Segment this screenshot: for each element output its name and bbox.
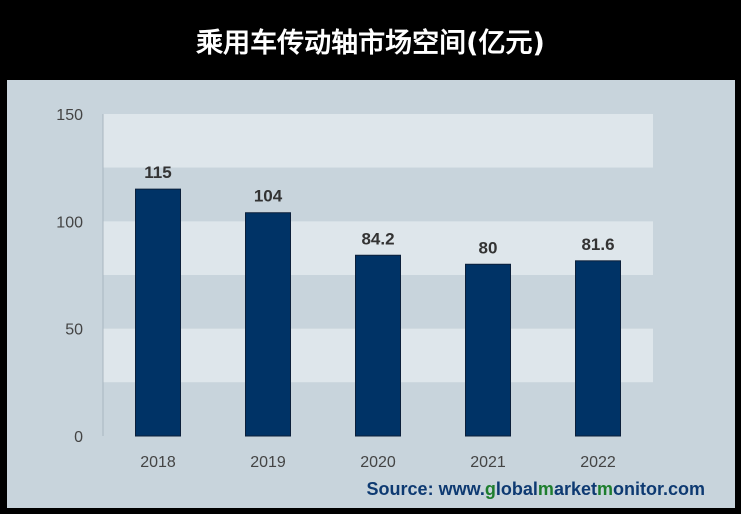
data-label: 104 [254, 187, 283, 206]
source-onitor: onitor.com [612, 479, 705, 499]
y-tick-label: 50 [65, 322, 83, 339]
x-tick-label: 2019 [250, 454, 286, 471]
source-m1: m [537, 479, 554, 499]
data-label: 84.2 [361, 229, 394, 248]
x-tick-label: 2018 [140, 454, 176, 471]
source-m2: m [596, 479, 613, 499]
bar [245, 212, 291, 437]
x-tick-label: 2020 [360, 454, 396, 471]
source-lobal: lobal [495, 479, 538, 499]
bar [355, 254, 401, 437]
bar [575, 260, 621, 437]
chart-panel: 0 50 100 150 115 2018 104 2019 84.2 2020 80 2021 81.… [7, 80, 735, 508]
source-credit: Source: www.globalmarketmonitor.com [367, 479, 705, 500]
y-tick-label: 0 [74, 429, 83, 446]
data-label: 80 [479, 238, 498, 257]
source-g: g [484, 479, 496, 499]
x-tick-label: 2022 [580, 454, 616, 471]
chart-title: 乘用车传动轴市场空间(亿元) [196, 27, 545, 59]
bar [135, 188, 181, 437]
source-prefix: Source: www. [366, 479, 485, 499]
data-label: 115 [144, 163, 171, 182]
bar-chart: 0 50 100 150 115 2018 104 2019 84.2 2020 80 2021 81.… [56, 107, 653, 471]
source-arket: arket [553, 479, 597, 499]
data-label: 81.6 [581, 235, 614, 254]
grid-band [103, 167, 653, 222]
y-tick-label: 150 [56, 107, 83, 124]
bar [465, 263, 511, 437]
y-tick-label: 100 [56, 214, 83, 231]
x-tick-label: 2021 [470, 454, 506, 471]
grid-band [103, 114, 653, 168]
